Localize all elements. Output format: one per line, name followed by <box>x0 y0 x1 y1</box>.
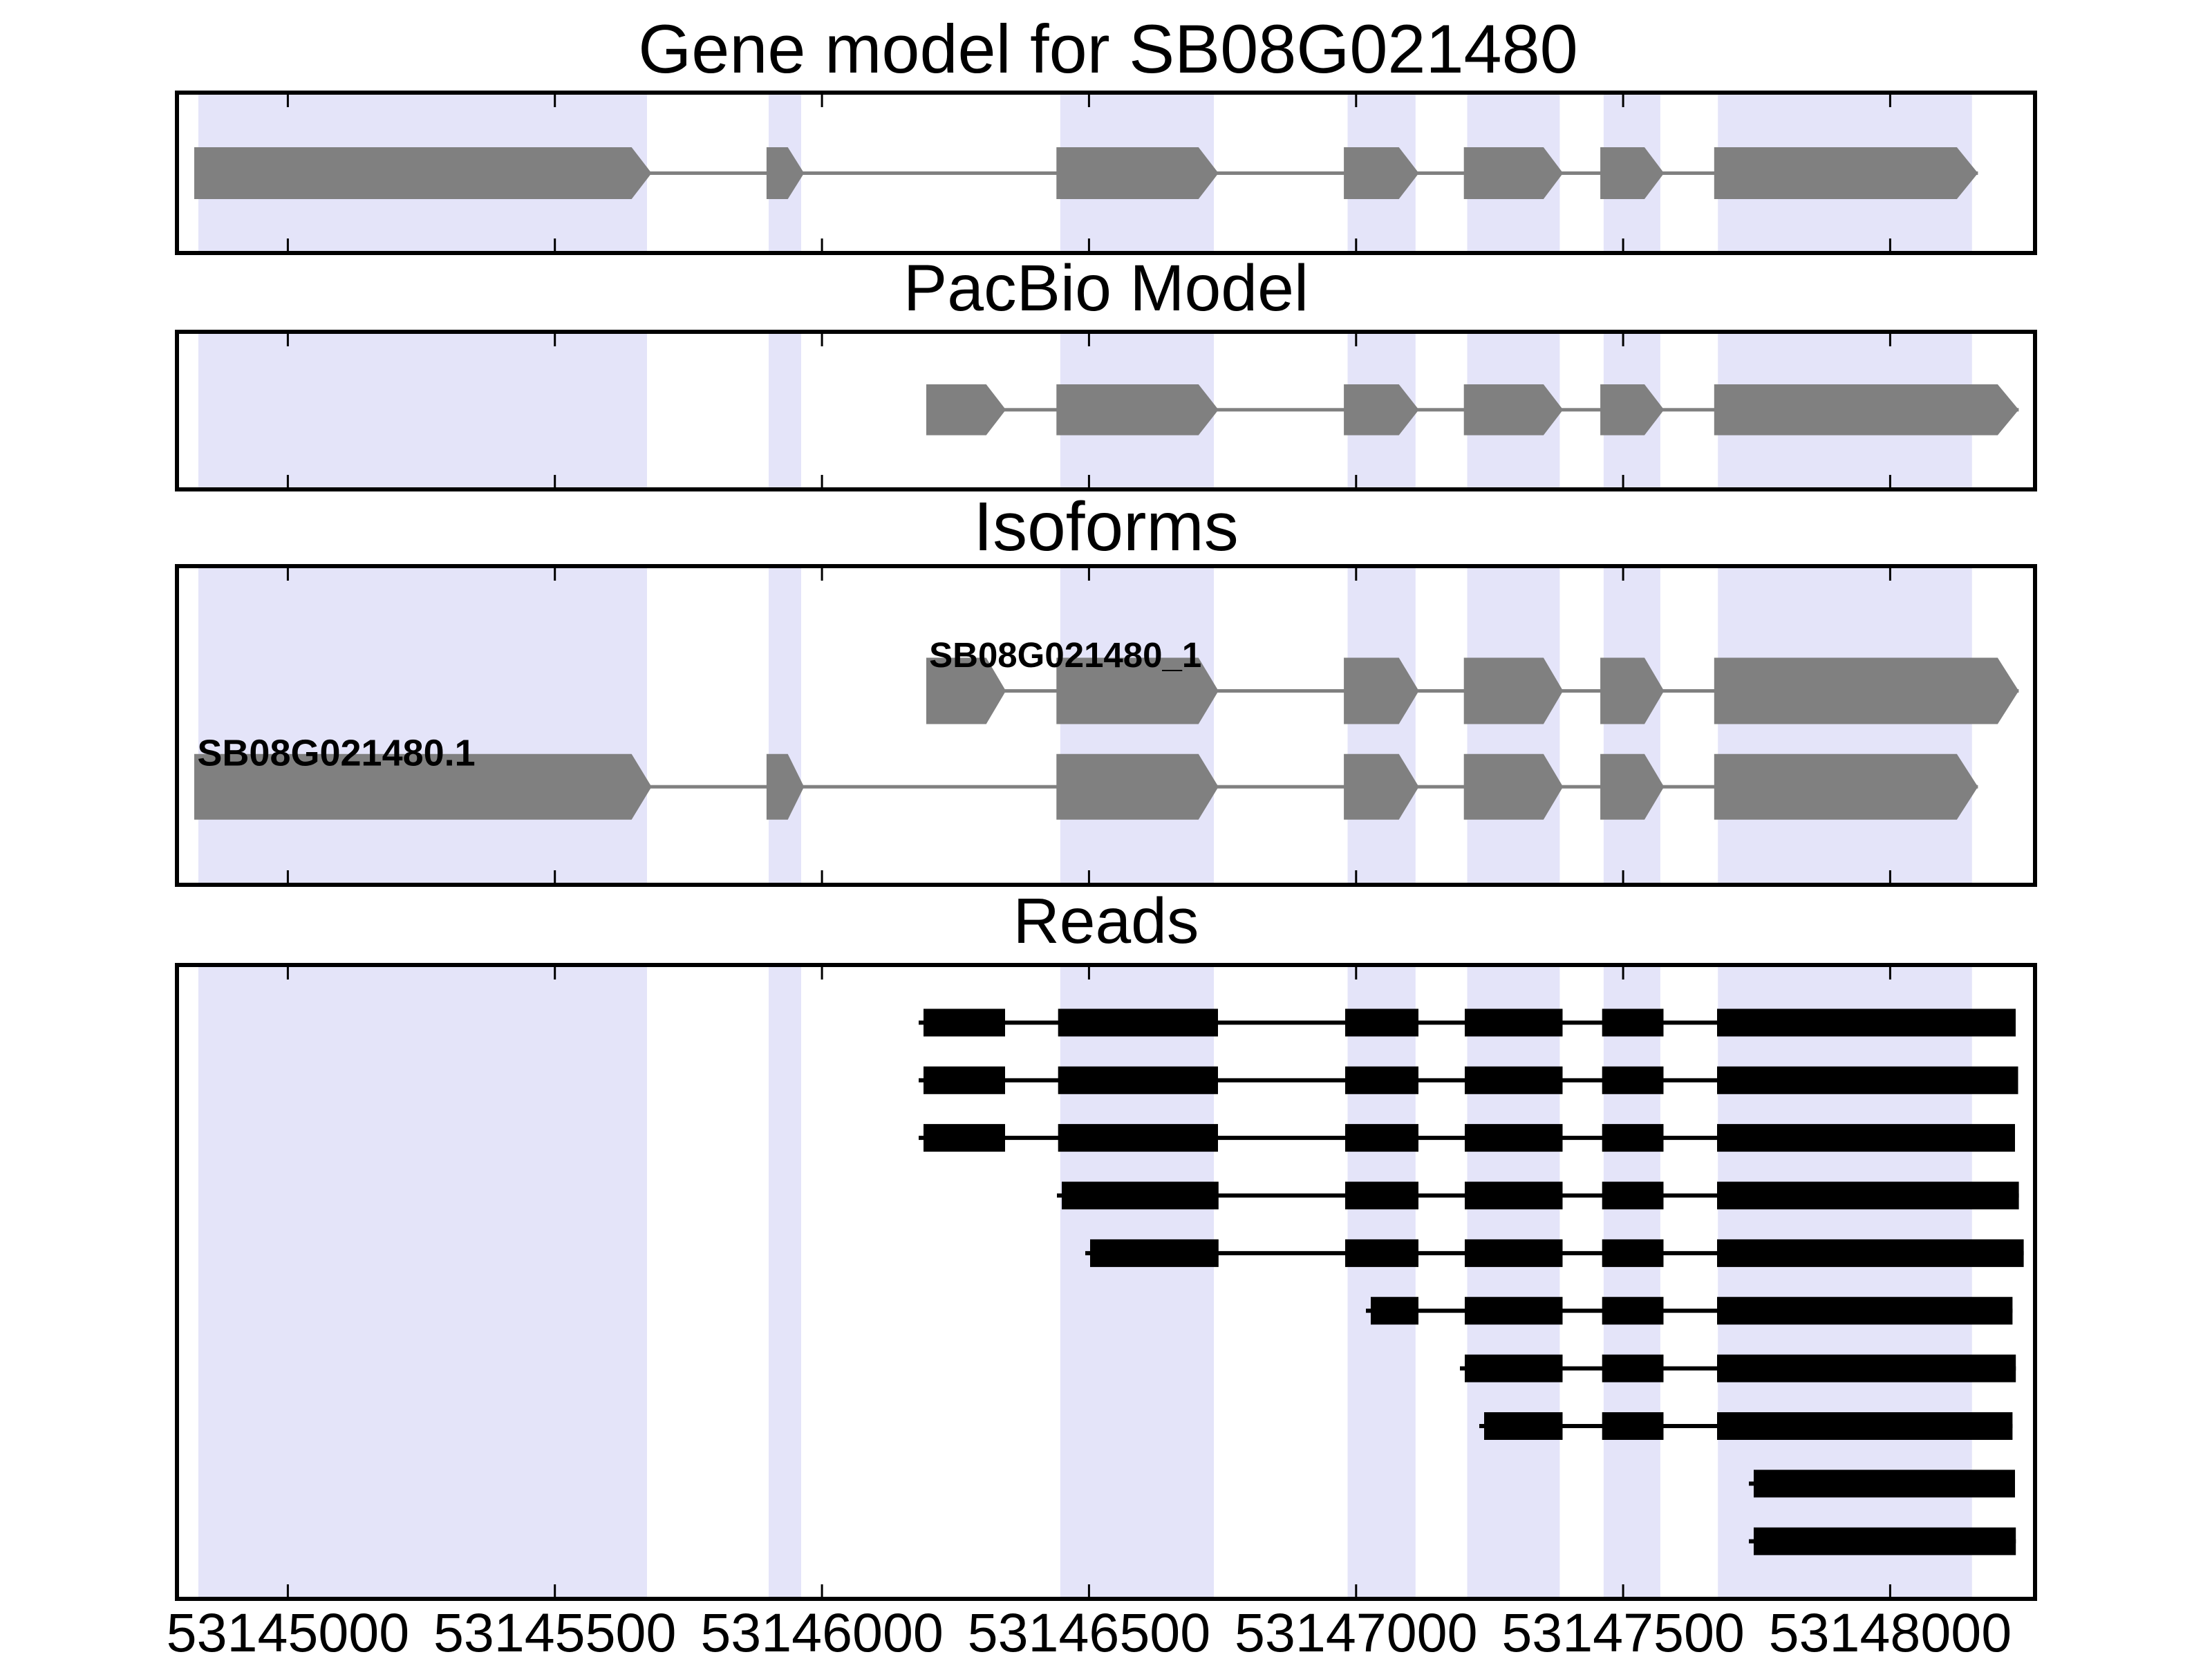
svg-text:PacBio Model: PacBio Model <box>903 252 1309 325</box>
svg-text:53148000: 53148000 <box>1769 1602 2012 1659</box>
svg-text:53146000: 53146000 <box>700 1602 944 1659</box>
svg-text:Reads: Reads <box>1013 885 1199 957</box>
svg-text:53147500: 53147500 <box>1501 1602 1745 1659</box>
svg-text:Isoforms: Isoforms <box>973 488 1238 565</box>
svg-text:53145000: 53145000 <box>167 1602 410 1659</box>
svg-text:SB08G021480_1: SB08G021480_1 <box>929 635 1201 675</box>
svg-text:Gene model for SB08G021480: Gene model for SB08G021480 <box>638 10 1577 87</box>
svg-text:53147000: 53147000 <box>1235 1602 1478 1659</box>
svg-text:53146500: 53146500 <box>968 1602 1211 1659</box>
svg-text:53145500: 53145500 <box>433 1602 677 1659</box>
svg-text:SB08G021480.1: SB08G021480.1 <box>197 733 475 774</box>
